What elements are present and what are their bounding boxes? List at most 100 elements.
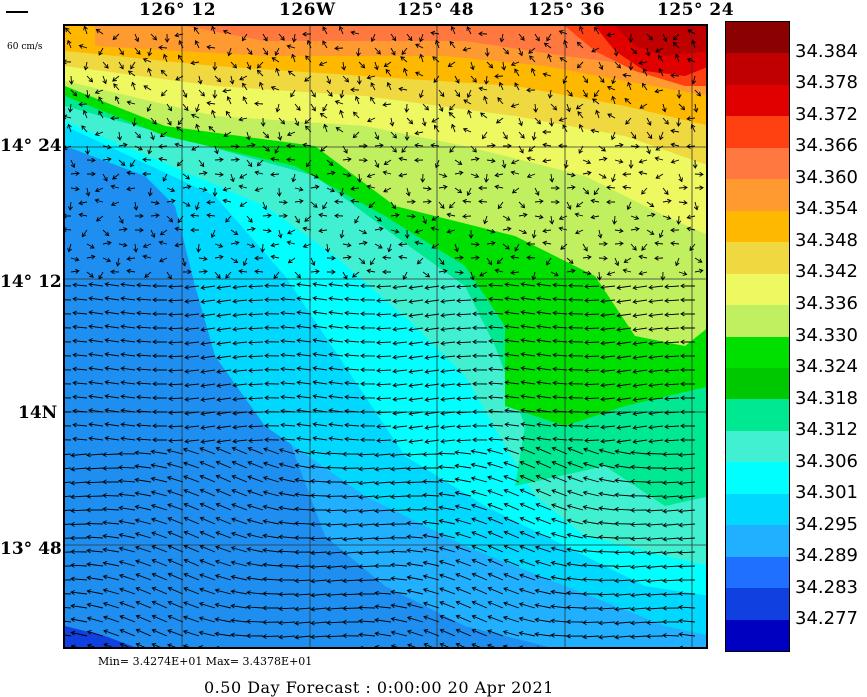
vector-arrow <box>86 629 104 637</box>
vector-arrow <box>94 187 104 193</box>
vector-arrow <box>670 159 680 164</box>
vector-arrow <box>606 85 616 91</box>
vector-arrow <box>302 142 312 148</box>
vector-arrow <box>456 368 472 374</box>
vector-arrow <box>662 592 680 597</box>
vector-arrow <box>216 645 219 647</box>
vector-arrow <box>342 145 348 154</box>
vector-arrow <box>326 493 344 499</box>
vector-arrow <box>120 310 136 316</box>
vector-arrow <box>344 394 360 400</box>
vector-arrow <box>630 131 637 140</box>
vector-arrow <box>199 516 216 525</box>
vector-arrow <box>374 590 392 596</box>
vector-arrow <box>563 159 569 169</box>
vector-arrow <box>438 505 456 511</box>
vector-arrow <box>374 131 380 141</box>
vector-arrow <box>118 226 128 232</box>
vector-arrow <box>296 380 312 386</box>
vector-arrow <box>520 309 536 315</box>
vector-arrow <box>256 61 264 69</box>
vector-arrow <box>520 323 536 329</box>
vector-arrow <box>471 531 488 539</box>
vector-arrow <box>462 198 472 204</box>
vector-arrow <box>86 480 104 485</box>
vector-arrow <box>326 578 344 584</box>
vector-arrow <box>310 464 328 470</box>
vector-arrow <box>632 285 648 291</box>
vector-arrow <box>270 156 280 162</box>
vector-arrow <box>414 130 424 136</box>
vector-arrow <box>114 95 120 105</box>
vector-arrow <box>686 57 696 63</box>
vector-arrow <box>455 572 472 581</box>
vector-arrow <box>65 114 72 120</box>
vector-arrow <box>502 215 511 221</box>
vector-arrow <box>326 564 344 570</box>
vector-arrow <box>70 89 78 97</box>
vector-arrow <box>534 198 544 204</box>
vector-arrow <box>222 198 232 204</box>
vector-arrow <box>294 578 312 584</box>
vector-arrow <box>566 518 584 525</box>
vector-arrow <box>542 72 552 78</box>
vector-arrow <box>662 619 680 625</box>
vector-arrow <box>582 548 600 554</box>
lat-label-1: 14° 24 <box>0 136 62 156</box>
vector-arrow <box>184 424 200 430</box>
vector-arrow <box>583 447 600 455</box>
vector-arrow <box>456 424 472 430</box>
vector-arrow <box>550 632 568 638</box>
vector-arrow <box>102 533 120 539</box>
vector-arrow <box>689 243 696 251</box>
vector-arrow <box>296 394 312 400</box>
vector-arrow <box>654 255 664 261</box>
vector-arrow <box>280 338 296 344</box>
vector-arrow <box>472 339 488 345</box>
vector-arrow <box>535 446 552 455</box>
vector-arrow <box>366 173 376 178</box>
vector-arrow <box>438 184 448 190</box>
vector-arrow <box>355 47 361 57</box>
vector-arrow <box>406 534 424 540</box>
vector-arrow <box>273 271 280 280</box>
vector-arrow <box>247 648 263 649</box>
vector-arrow <box>614 564 632 570</box>
vector-arrow <box>86 271 94 278</box>
current-vectors <box>65 26 704 649</box>
vector-arrow <box>662 564 680 570</box>
vector-arrow <box>678 103 686 111</box>
vector-arrow <box>358 577 376 583</box>
vector-arrow <box>456 340 472 346</box>
vector-arrow <box>462 127 472 133</box>
vector-arrow <box>479 271 488 277</box>
vector-arrow <box>360 395 376 401</box>
vector-arrow <box>151 642 161 647</box>
vector-arrow <box>110 201 120 207</box>
vector-arrow <box>182 269 192 275</box>
vector-arrow <box>392 354 408 360</box>
vector-arrow <box>312 407 328 413</box>
vector-arrow <box>662 605 680 611</box>
vector-arrow <box>404 103 410 113</box>
vector-arrow <box>136 380 152 386</box>
vector-arrow <box>168 410 184 416</box>
vector-arrow <box>134 450 152 456</box>
lat-label-2: 14° 12 <box>0 272 62 292</box>
vector-arrow <box>247 461 264 469</box>
vector-arrow <box>486 61 494 69</box>
vector-arrow <box>264 423 280 429</box>
vector-arrow <box>374 480 392 486</box>
vector-arrow <box>66 39 72 49</box>
colorbar-segment <box>726 242 789 274</box>
vector-arrow <box>326 75 332 85</box>
vector-arrow <box>328 408 344 414</box>
vector-arrow <box>563 39 568 49</box>
vector-arrow <box>326 170 336 176</box>
vector-arrow <box>167 572 184 581</box>
vector-arrow <box>630 536 648 542</box>
vector-arrow <box>160 89 168 97</box>
vector-arrow <box>584 368 600 373</box>
vector-arrow <box>534 214 544 220</box>
vector-arrow <box>504 366 520 372</box>
